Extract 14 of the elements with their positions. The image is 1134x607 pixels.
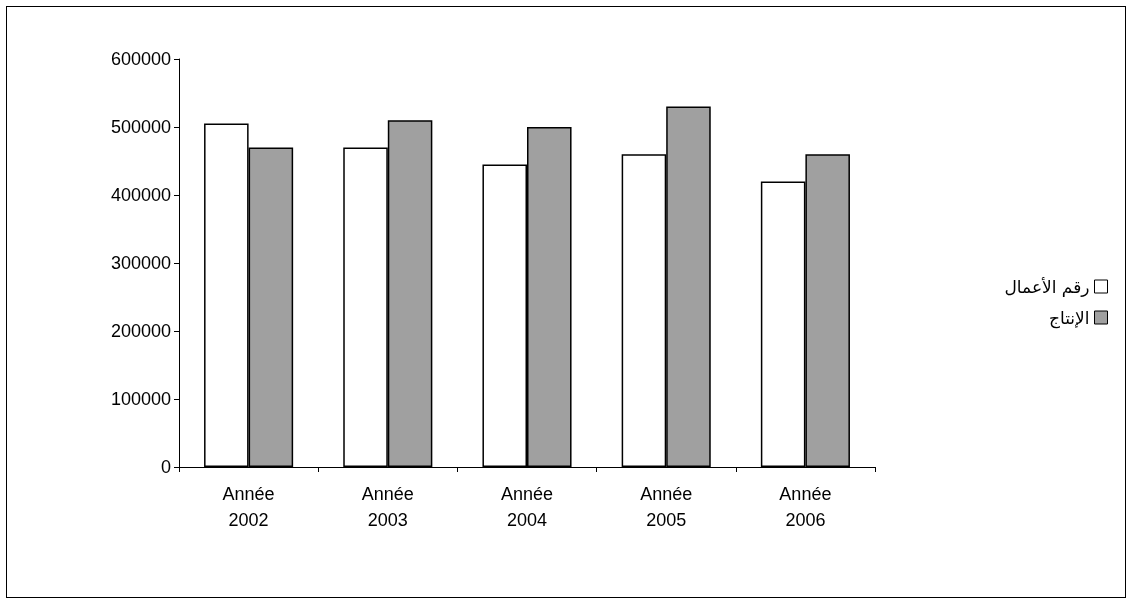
- y-tick-label: 0: [160, 457, 171, 477]
- y-tick-label: 500000: [110, 117, 171, 137]
- x-tick-label: Année 2002: [222, 484, 275, 530]
- x-tick-label: Année 2004: [500, 484, 554, 530]
- y-tick-label: 600000: [110, 49, 171, 69]
- x-tick-label: Année 2003: [361, 484, 414, 530]
- y-tick-label: 200000: [110, 321, 171, 341]
- y-tick-label: 400000: [110, 185, 171, 205]
- legend-label: رقم الأعمال: [1004, 276, 1090, 298]
- x-tick-label: Année 2006: [779, 484, 832, 530]
- y-tick-label: 300000: [110, 253, 171, 273]
- y-tick-label: 100000: [110, 389, 171, 409]
- legend-label: الإنتاج: [1049, 307, 1090, 329]
- x-tick-label: Année 2005: [640, 484, 693, 530]
